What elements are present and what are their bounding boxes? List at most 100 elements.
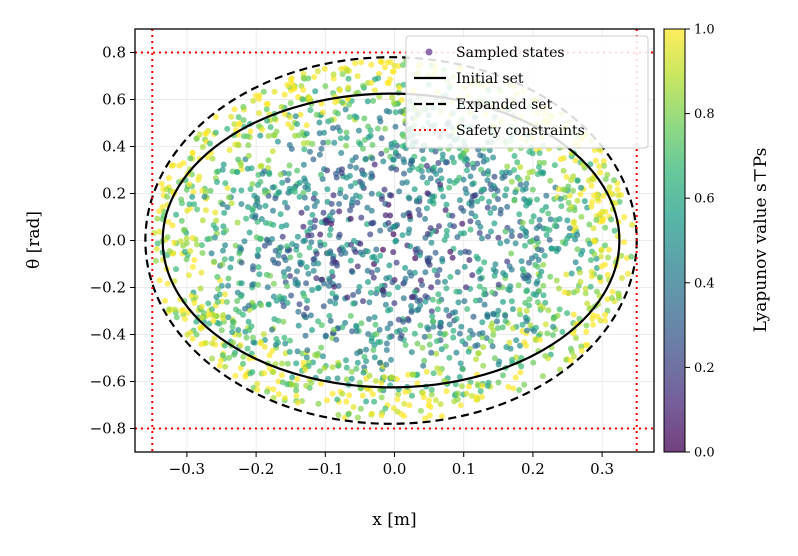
data-point xyxy=(444,159,450,166)
data-point xyxy=(240,360,246,367)
data-point xyxy=(308,239,315,246)
data-point xyxy=(372,377,379,384)
data-point xyxy=(470,313,477,320)
data-point xyxy=(517,311,523,318)
data-point xyxy=(337,190,344,197)
data-point xyxy=(294,167,301,174)
data-point xyxy=(374,286,381,293)
data-point xyxy=(600,193,606,199)
data-point xyxy=(244,345,251,352)
data-point xyxy=(263,106,270,113)
data-point xyxy=(597,210,604,217)
data-point xyxy=(383,147,390,154)
data-point xyxy=(273,297,280,304)
data-point xyxy=(433,338,440,345)
data-point xyxy=(257,132,264,139)
legend-label: Initial set xyxy=(456,71,524,87)
data-point xyxy=(552,217,559,224)
data-point xyxy=(556,285,562,292)
data-point xyxy=(374,125,381,132)
data-point xyxy=(528,218,535,225)
data-point xyxy=(446,184,453,191)
data-point xyxy=(583,322,590,329)
data-point xyxy=(256,110,263,117)
data-point xyxy=(542,299,549,306)
data-point xyxy=(360,369,367,376)
data-point xyxy=(534,263,541,270)
data-point xyxy=(212,225,219,232)
data-point xyxy=(189,234,196,241)
data-point xyxy=(303,382,310,389)
data-point xyxy=(193,241,200,248)
data-point xyxy=(408,272,415,279)
data-point xyxy=(523,327,530,334)
data-point xyxy=(316,151,323,158)
data-point xyxy=(343,398,350,405)
data-point xyxy=(628,253,635,260)
data-point xyxy=(376,326,383,333)
data-point xyxy=(416,252,423,259)
data-point xyxy=(221,342,228,349)
data-point xyxy=(469,181,476,188)
data-point xyxy=(495,196,501,203)
data-point xyxy=(477,275,484,282)
data-point xyxy=(364,204,371,211)
data-point xyxy=(596,163,603,170)
data-point xyxy=(345,411,352,418)
data-point xyxy=(408,309,415,315)
data-point xyxy=(522,299,529,306)
data-point xyxy=(319,353,326,360)
data-point xyxy=(165,306,172,313)
x-tick-label: 0.3 xyxy=(590,460,614,478)
data-point xyxy=(609,288,616,295)
data-point xyxy=(424,190,431,197)
data-point xyxy=(207,187,214,194)
data-point xyxy=(364,248,371,255)
data-point xyxy=(230,187,237,194)
data-point xyxy=(275,391,282,398)
data-point xyxy=(295,322,302,329)
data-point xyxy=(346,172,353,179)
data-point xyxy=(590,237,597,244)
data-point xyxy=(450,334,457,341)
data-point xyxy=(574,287,581,294)
data-point xyxy=(348,241,354,248)
data-point xyxy=(195,176,202,183)
data-point xyxy=(359,392,366,399)
data-point xyxy=(574,246,581,253)
data-point xyxy=(329,290,336,297)
data-point xyxy=(282,257,289,264)
data-point xyxy=(251,303,258,310)
data-point xyxy=(184,331,191,338)
data-point xyxy=(502,312,509,319)
data-point xyxy=(390,249,397,256)
data-point xyxy=(274,138,281,145)
data-point xyxy=(361,353,368,360)
data-point xyxy=(346,101,353,108)
data-point xyxy=(457,360,464,367)
data-point xyxy=(191,257,198,263)
data-point xyxy=(271,259,278,266)
data-point xyxy=(600,158,607,165)
data-point xyxy=(588,257,594,264)
data-point xyxy=(241,238,248,245)
data-point xyxy=(464,167,470,174)
data-point xyxy=(390,156,397,163)
data-point xyxy=(250,263,257,270)
data-point xyxy=(370,97,377,104)
data-point xyxy=(262,219,269,226)
data-point xyxy=(330,125,336,132)
data-point xyxy=(586,240,593,247)
data-point xyxy=(288,381,295,388)
legend-box xyxy=(405,35,649,149)
data-point xyxy=(378,394,385,401)
data-point xyxy=(442,207,449,213)
data-point xyxy=(495,379,502,386)
data-point xyxy=(229,323,236,330)
data-point xyxy=(566,192,573,199)
data-point xyxy=(547,216,554,223)
data-point xyxy=(322,217,329,224)
data-point xyxy=(402,388,409,395)
data-point xyxy=(270,280,277,287)
